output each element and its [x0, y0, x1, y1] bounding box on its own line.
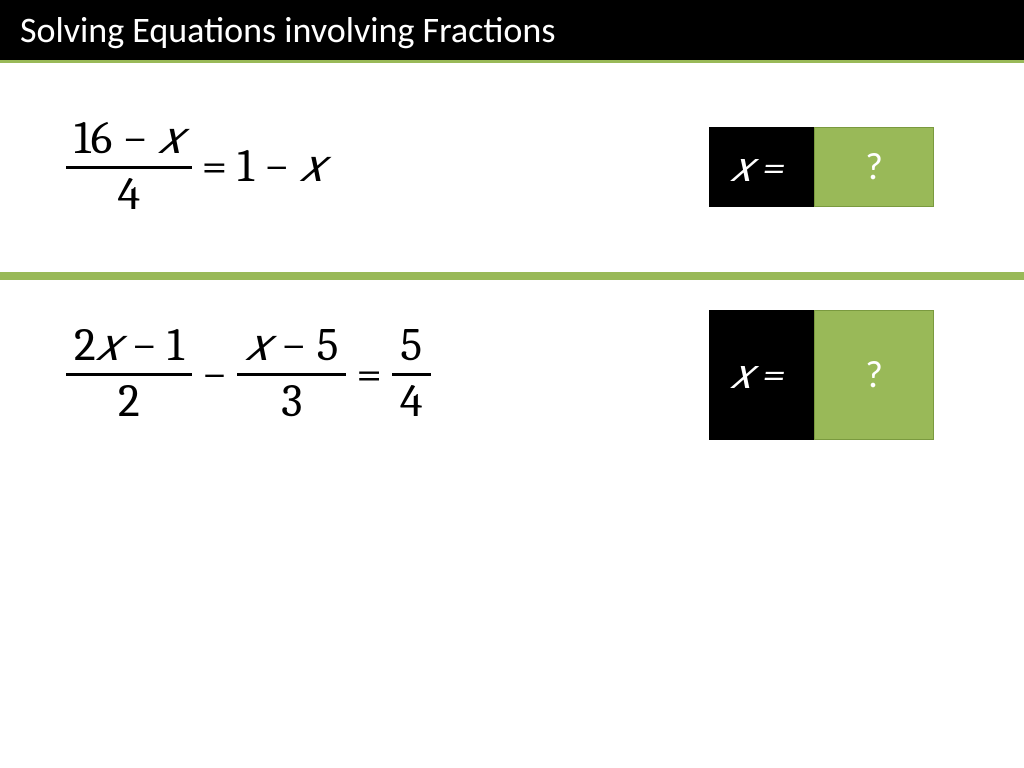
num-post: − 1	[121, 319, 183, 372]
equation-1: 16 − 𝑥 4 = 1 − 𝑥	[60, 113, 709, 222]
variable-x: 𝑥	[96, 319, 122, 372]
denominator: 2	[110, 376, 148, 429]
num-text: 16 −	[74, 112, 158, 165]
divider-mid	[0, 272, 1024, 280]
fraction-1: 16 − 𝑥 4	[66, 113, 192, 222]
answer-box-1: 𝑥 = ?	[709, 127, 934, 207]
rhs-text: = 1 − 𝑥	[198, 140, 330, 194]
problem-2: 2𝑥 − 1 2 − 𝑥 − 5 3 = 5 4 𝑥 = ?	[0, 280, 1024, 490]
rhs-pre: = 1 −	[202, 140, 300, 193]
numerator: 𝑥 − 5	[237, 320, 346, 373]
denominator: 4	[109, 169, 148, 222]
fraction-2b: 𝑥 − 5 3	[237, 320, 346, 429]
denominator: 3	[273, 376, 310, 429]
num-post: − 5	[271, 319, 339, 372]
denominator: 4	[392, 376, 431, 429]
numerator: 16 − 𝑥	[66, 113, 192, 166]
variable-x: 𝑥	[158, 112, 184, 165]
fraction-2a: 2𝑥 − 1 2	[66, 320, 192, 429]
answer-value-placeholder[interactable]: ?	[814, 127, 934, 207]
x-equals: 𝑥 =	[730, 350, 785, 399]
slide-title: Solving Equations involving Fractions	[0, 0, 1024, 60]
num-pre: 2	[74, 319, 96, 372]
answer-x-label: 𝑥 =	[709, 127, 814, 207]
answer-value-placeholder[interactable]: ?	[814, 310, 934, 440]
answer-box-2: 𝑥 = ?	[709, 310, 934, 440]
minus-operator: −	[198, 348, 231, 401]
numerator: 5	[392, 320, 430, 373]
x-equals: 𝑥 =	[730, 143, 785, 192]
equation-2: 2𝑥 − 1 2 − 𝑥 − 5 3 = 5 4	[60, 320, 709, 429]
answer-x-label: 𝑥 =	[709, 310, 814, 440]
problem-1: 16 − 𝑥 4 = 1 − 𝑥 𝑥 = ?	[0, 63, 1024, 272]
fraction-2c: 5 4	[392, 320, 431, 429]
variable-x: 𝑥	[300, 140, 326, 193]
equals-operator: =	[352, 348, 385, 401]
variable-x: 𝑥	[245, 319, 271, 372]
numerator: 2𝑥 − 1	[66, 320, 192, 373]
